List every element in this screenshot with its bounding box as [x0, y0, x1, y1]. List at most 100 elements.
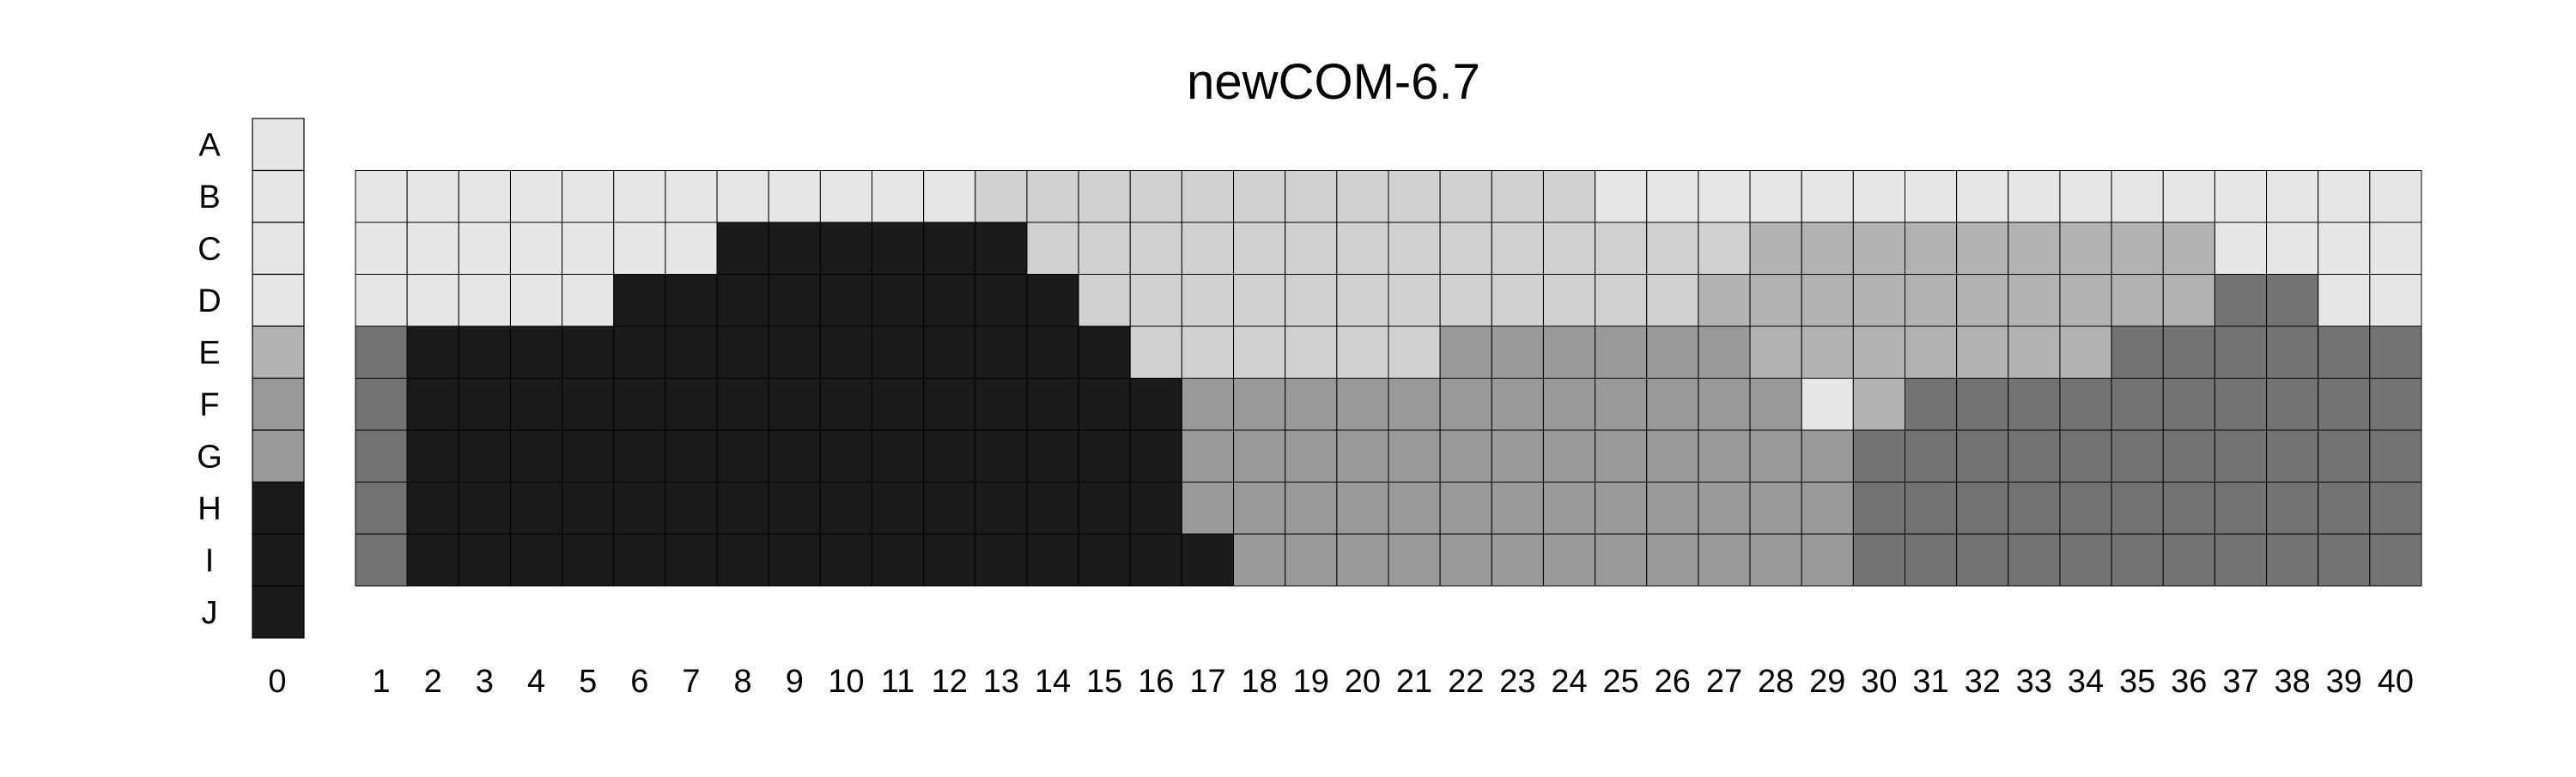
cell-C-15	[1078, 222, 1131, 275]
cell-E-14	[1026, 325, 1079, 379]
cell-H-20	[1336, 482, 1389, 535]
cell-D-31	[1905, 274, 1958, 327]
cell-C-28	[1749, 222, 1802, 275]
column-label-10: 10	[828, 664, 864, 700]
cell-D-13	[975, 274, 1028, 327]
column-label-22: 22	[1448, 664, 1484, 700]
cell-G-36	[2162, 429, 2215, 483]
cell-C-8	[716, 222, 769, 275]
cell-E-4	[509, 325, 563, 379]
column-label-12: 12	[932, 664, 968, 700]
cell-D-5	[562, 274, 615, 327]
row-label-G: G	[197, 439, 222, 475]
cell-I-39	[2318, 533, 2371, 586]
column-label-4: 4	[527, 664, 545, 700]
cell-B-28	[1749, 170, 1802, 223]
cell-H-16	[1129, 482, 1182, 535]
cell-E-2	[406, 325, 459, 379]
cell-C-34	[2059, 222, 2112, 275]
cell-D-34	[2059, 274, 2112, 327]
cell-D-17	[1181, 274, 1235, 327]
cell-E-33	[2008, 325, 2061, 379]
key-cell-C	[252, 222, 305, 276]
cell-G-3	[458, 429, 511, 483]
cell-C-18	[1233, 222, 1286, 275]
cell-D-3	[458, 274, 511, 327]
row-label-B: B	[198, 179, 220, 215]
cell-B-30	[1852, 170, 1906, 223]
cell-C-22	[1439, 222, 1492, 275]
cell-B-3	[458, 170, 511, 223]
key-cell-D	[252, 273, 305, 327]
cell-H-29	[1801, 482, 1854, 535]
cell-F-11	[872, 378, 925, 431]
cell-G-24	[1542, 429, 1596, 483]
cell-B-23	[1491, 170, 1544, 223]
cell-H-33	[2008, 482, 2061, 535]
column-label-24: 24	[1551, 664, 1587, 700]
cell-I-35	[2111, 533, 2164, 586]
cell-C-21	[1388, 222, 1441, 275]
cell-E-9	[768, 325, 821, 379]
cell-F-19	[1285, 378, 1338, 431]
cell-D-29	[1801, 274, 1854, 327]
cell-H-24	[1542, 482, 1596, 535]
cell-F-40	[2369, 378, 2422, 431]
cell-B-2	[406, 170, 459, 223]
cell-E-21	[1388, 325, 1441, 379]
cell-C-12	[923, 222, 976, 275]
cell-E-28	[1749, 325, 1802, 379]
cell-E-23	[1491, 325, 1544, 379]
cell-B-33	[2008, 170, 2061, 223]
cell-C-19	[1285, 222, 1338, 275]
cell-F-37	[2214, 378, 2268, 431]
cell-B-11	[872, 170, 925, 223]
cell-E-32	[1956, 325, 2009, 379]
cell-E-30	[1852, 325, 1906, 379]
cell-I-23	[1491, 533, 1544, 586]
cell-I-15	[1078, 533, 1131, 586]
cell-C-29	[1801, 222, 1854, 275]
cell-H-6	[613, 482, 666, 535]
cell-G-13	[975, 429, 1028, 483]
column-label-18: 18	[1241, 664, 1277, 700]
cell-C-26	[1646, 222, 1699, 275]
cell-I-1	[355, 533, 408, 586]
cell-H-19	[1285, 482, 1338, 535]
cell-E-13	[975, 325, 1028, 379]
row-label-D: D	[197, 283, 221, 319]
cell-G-1	[355, 429, 408, 483]
cell-G-25	[1595, 429, 1648, 483]
cell-B-34	[2059, 170, 2112, 223]
cell-B-32	[1956, 170, 2009, 223]
key-cell-E	[252, 325, 305, 379]
cell-G-33	[2008, 429, 2061, 483]
cell-B-17	[1181, 170, 1235, 223]
cell-C-38	[2266, 222, 2319, 275]
cell-D-8	[716, 274, 769, 327]
cell-I-30	[1852, 533, 1906, 586]
cell-C-4	[509, 222, 563, 275]
cell-I-27	[1698, 533, 1751, 586]
cell-B-13	[975, 170, 1028, 223]
cell-G-21	[1388, 429, 1441, 483]
cell-F-22	[1439, 378, 1492, 431]
cell-I-7	[665, 533, 718, 586]
cell-G-23	[1491, 429, 1544, 483]
cell-H-39	[2318, 482, 2371, 535]
cell-G-30	[1852, 429, 1906, 483]
cell-G-34	[2059, 429, 2112, 483]
cell-H-31	[1905, 482, 1958, 535]
column-label-19: 19	[1293, 664, 1329, 700]
row-label-F: F	[199, 387, 219, 423]
cell-G-31	[1905, 429, 1958, 483]
cell-G-32	[1956, 429, 2009, 483]
cell-H-18	[1233, 482, 1286, 535]
column-label-36: 36	[2171, 664, 2207, 700]
cell-I-26	[1646, 533, 1699, 586]
cell-B-21	[1388, 170, 1441, 223]
column-label-2: 2	[424, 664, 442, 700]
cell-D-19	[1285, 274, 1338, 327]
cell-H-26	[1646, 482, 1699, 535]
cell-H-30	[1852, 482, 1906, 535]
